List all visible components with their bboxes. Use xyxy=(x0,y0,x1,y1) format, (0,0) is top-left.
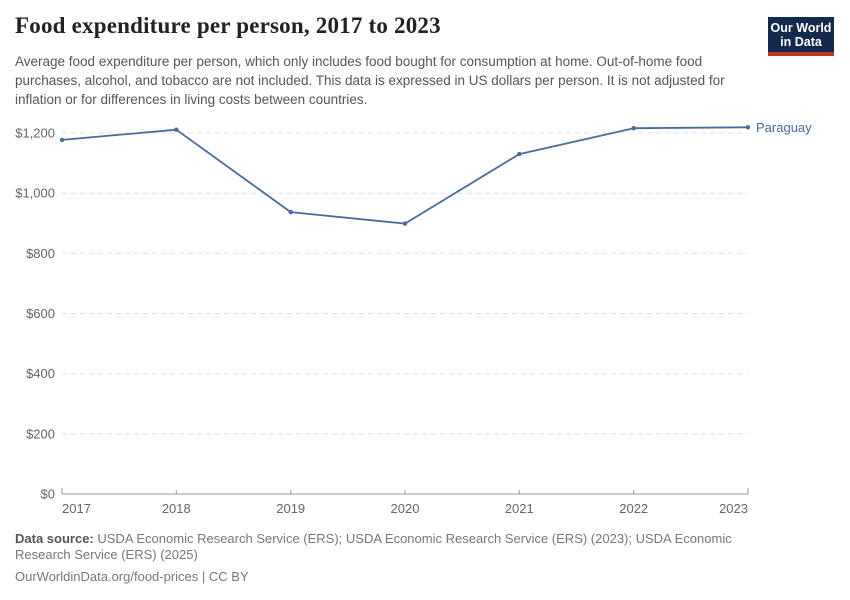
page-title: Food expenditure per person, 2017 to 202… xyxy=(15,13,441,38)
x-tick-label: 2022 xyxy=(619,501,648,516)
x-tick-label: 2018 xyxy=(162,501,191,516)
y-tick-label: $1,000 xyxy=(15,186,55,201)
data-source-text: USDA Economic Research Service (ERS); US… xyxy=(15,531,732,562)
data-point[interactable] xyxy=(174,127,179,132)
data-source-line: Data source: USDA Economic Research Serv… xyxy=(15,531,760,563)
data-point[interactable] xyxy=(745,125,751,130)
x-tick-label: 2020 xyxy=(391,501,420,516)
chart-subtitle: Average food expenditure per person, whi… xyxy=(15,54,725,107)
line-chart-canvas[interactable]: $0 $200 $400 $600 $800 $1,000 $1,200 2017 2018 20… xyxy=(0,118,850,520)
y-tick-label: $800 xyxy=(26,246,55,261)
x-tick-label: 2021 xyxy=(505,501,534,516)
data-source-label: Data source: xyxy=(15,531,94,546)
data-point[interactable] xyxy=(402,221,408,226)
owid-logo: Our World in Data xyxy=(768,17,834,56)
y-tick-label: $200 xyxy=(26,426,55,441)
owid-logo-line2: in Data xyxy=(780,35,822,49)
data-point[interactable] xyxy=(288,209,293,215)
x-tick-label: 2019 xyxy=(276,501,305,516)
x-tick-label: 2017 xyxy=(62,501,91,516)
data-point[interactable] xyxy=(59,137,65,143)
owid-logo-line1: Our World xyxy=(770,21,832,35)
y-tick-label: $0 xyxy=(41,487,55,502)
series-line[interactable] xyxy=(61,126,749,225)
entity-label[interactable]: Paraguay xyxy=(756,120,812,135)
license-line: OurWorldinData.org/food-prices | CC BY xyxy=(15,569,249,584)
data-point[interactable] xyxy=(631,126,636,131)
y-tick-label: $1,200 xyxy=(15,126,55,141)
y-tick-label: $400 xyxy=(26,366,55,381)
data-point[interactable] xyxy=(517,151,522,157)
x-tick-label: 2023 xyxy=(719,501,748,516)
chart-footer: Data source: USDA Economic Research Serv… xyxy=(15,531,760,585)
y-tick-label: $600 xyxy=(26,306,55,321)
